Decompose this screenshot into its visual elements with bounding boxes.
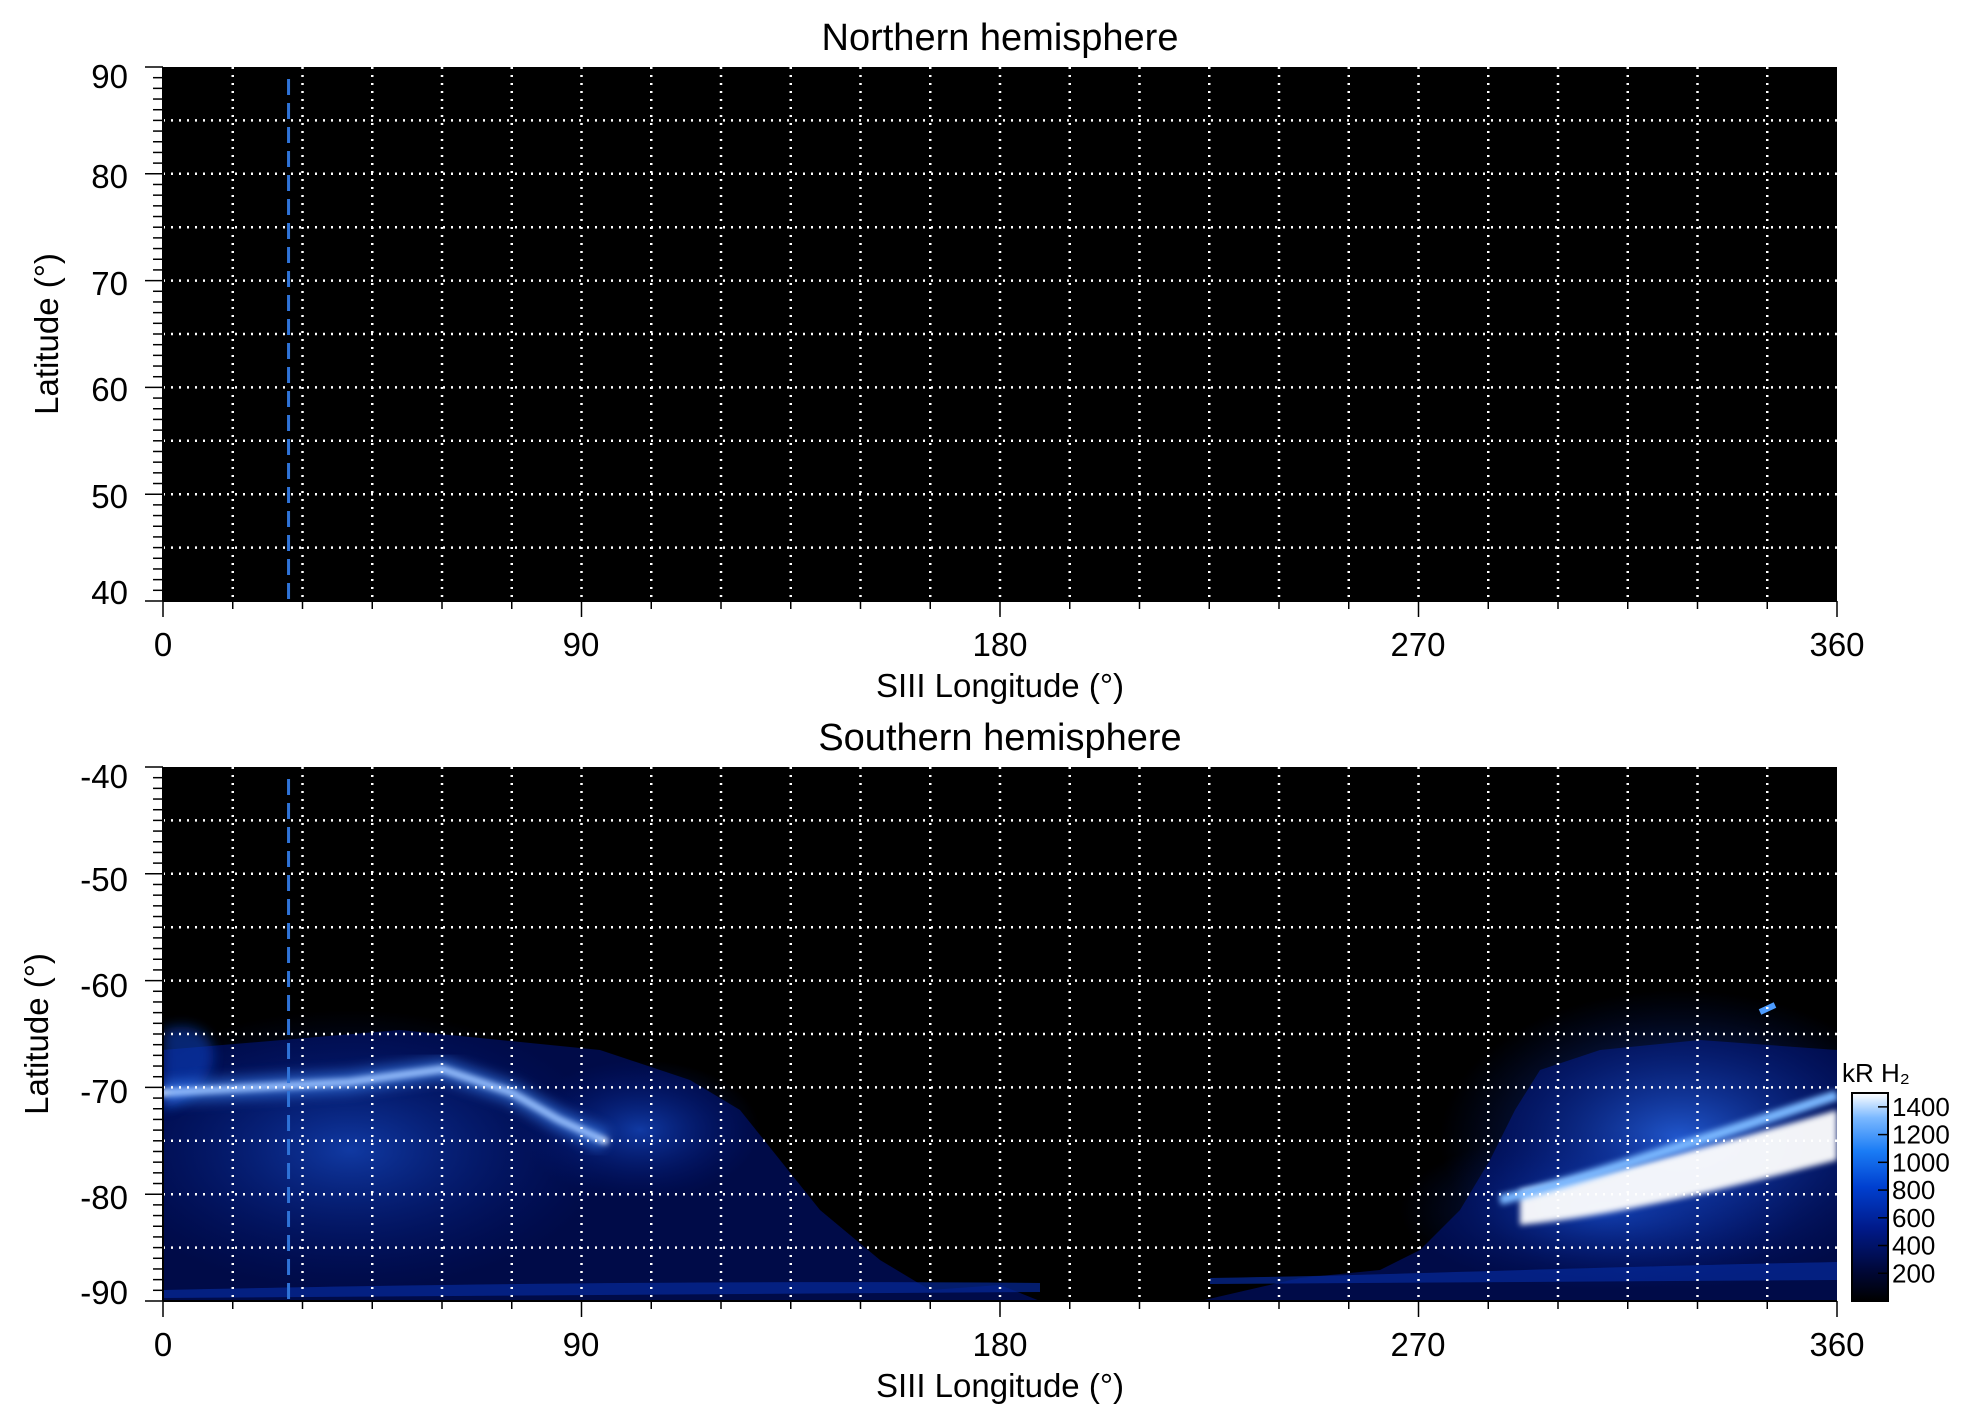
south-xtick-0: 0	[154, 1326, 172, 1363]
south-x-axis-label: SIII Longitude (°)	[876, 1367, 1124, 1404]
south-ytick-neg90: -90	[80, 1274, 128, 1311]
south-polar-band-left	[163, 1282, 1040, 1298]
north-ytick-80: 80	[91, 158, 128, 195]
south-ytick-neg40: -40	[80, 758, 128, 795]
north-y-axis-label: Latitude (°)	[28, 253, 65, 415]
colorbar-tick-label: 600	[1892, 1203, 1935, 1233]
colorbar-tick-label: 1400	[1892, 1092, 1950, 1122]
north-ytick-40: 40	[91, 574, 128, 611]
south-main-oval-left-halo	[163, 1057, 610, 1151]
south-emission	[163, 990, 1837, 1301]
south-ytick-neg60: -60	[80, 967, 128, 1004]
south-bright-oval-right	[1520, 1110, 1837, 1225]
north-panel: Northern hemisphere 0 90 180 270 360 40 …	[28, 17, 1865, 704]
north-xtick-270: 270	[1390, 626, 1445, 663]
north-xtick-180: 180	[972, 626, 1027, 663]
north-ytick-70: 70	[91, 265, 128, 302]
south-ytick-neg50: -50	[80, 861, 128, 898]
north-xtick-0: 0	[154, 626, 172, 663]
south-ytick-neg70: -70	[80, 1073, 128, 1110]
north-ytick-50: 50	[91, 478, 128, 515]
colorbar-tick-label: 200	[1892, 1258, 1935, 1288]
south-xtick-360: 360	[1809, 1326, 1864, 1363]
south-xtick-90: 90	[563, 1326, 600, 1363]
colorbar-scale	[1851, 1092, 1889, 1302]
north-ytick-90: 90	[91, 58, 128, 95]
north-ytick-60: 60	[91, 371, 128, 408]
north-axes	[145, 66, 1838, 617]
south-ytick-neg80: -80	[80, 1179, 128, 1216]
colorbar-tick-label: 1200	[1892, 1120, 1950, 1150]
north-x-axis-label: SIII Longitude (°)	[876, 667, 1124, 704]
colorbar-tick-label: 800	[1892, 1175, 1935, 1205]
north-xtick-360: 360	[1809, 626, 1864, 663]
colorbar-tick-label: 400	[1892, 1231, 1935, 1261]
south-oval-edge	[1498, 1090, 1837, 1205]
south-panel: Southern hemisphere 0 90	[18, 717, 1865, 1404]
north-title: Northern hemisphere	[822, 17, 1179, 59]
south-polar-band-right	[1210, 1262, 1837, 1284]
south-title: Southern hemisphere	[818, 717, 1181, 759]
south-axes	[145, 766, 1838, 1317]
south-xtick-180: 180	[972, 1326, 1027, 1363]
colorbar-tick-label: 1000	[1892, 1147, 1950, 1177]
north-grid	[163, 67, 1837, 601]
north-xtick-90: 90	[563, 626, 600, 663]
south-grid	[163, 767, 1837, 1301]
south-xtick-270: 270	[1390, 1326, 1445, 1363]
south-glow-left-2	[520, 1060, 760, 1200]
colorbar-title: kR H₂	[1842, 1058, 1910, 1088]
south-y-axis-label: Latitude (°)	[18, 953, 55, 1115]
